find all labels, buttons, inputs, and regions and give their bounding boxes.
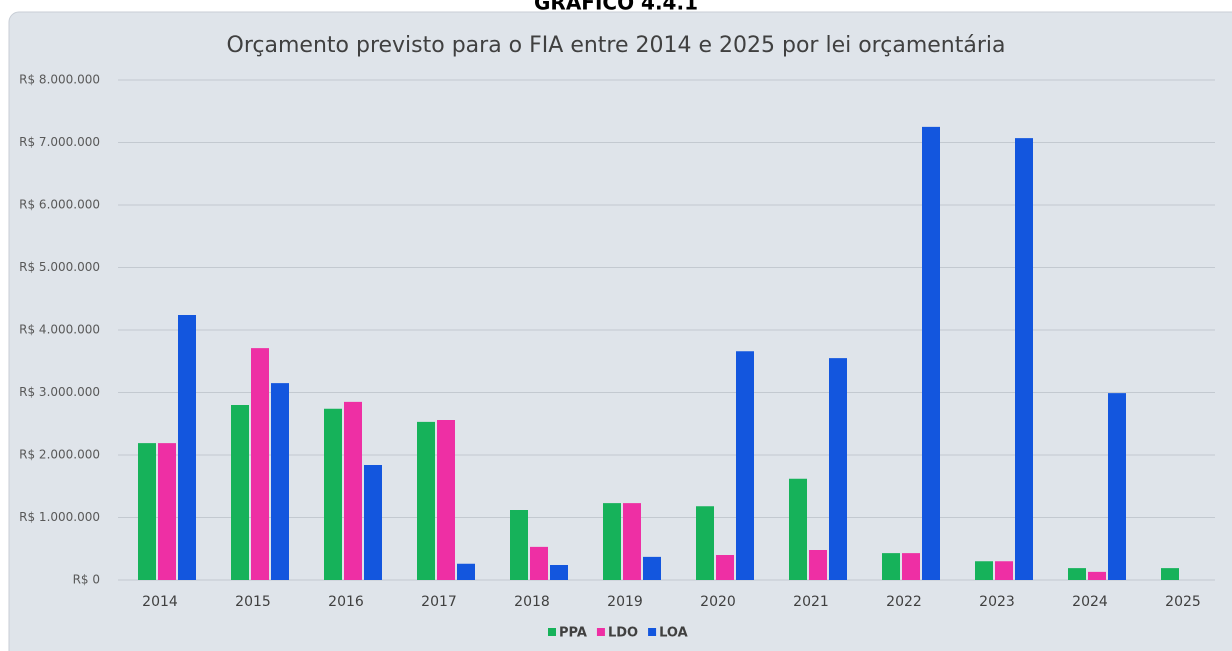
x-tick-label: 2021 <box>793 594 829 610</box>
y-tick-label: R$ 8.000.000 <box>19 73 100 87</box>
x-tick-label: 2020 <box>700 594 736 610</box>
x-tick-label: 2025 <box>1165 594 1201 610</box>
bar <box>1161 568 1179 580</box>
legend-label: LDO <box>608 626 638 641</box>
bar <box>437 420 455 580</box>
x-tick-label: 2023 <box>979 594 1015 610</box>
bar <box>789 478 807 580</box>
y-tick-label: R$ 4.000.000 <box>19 323 100 337</box>
legend-swatch <box>648 628 657 636</box>
legend-label: LOA <box>659 626 688 641</box>
bar <box>603 503 621 580</box>
bar <box>251 348 269 580</box>
bar <box>324 408 342 580</box>
x-tick-label: 2018 <box>514 594 550 610</box>
bar <box>550 565 568 580</box>
bar <box>344 401 362 580</box>
bar <box>696 506 714 580</box>
bar <box>643 556 661 580</box>
bar <box>922 126 940 580</box>
bar <box>809 550 827 580</box>
bar <box>417 421 435 580</box>
header: GRÁFICO 4.4.1 <box>534 0 698 15</box>
chart-title: Orçamento previsto para o FIA entre 2014… <box>227 33 1006 58</box>
bar <box>271 383 289 580</box>
bar <box>995 561 1013 580</box>
bar <box>530 546 548 580</box>
bar <box>975 561 993 580</box>
legend-swatch <box>548 628 556 636</box>
bar <box>902 553 920 580</box>
bar <box>623 503 641 580</box>
bar <box>882 553 900 580</box>
bar <box>364 465 382 580</box>
y-tick-label: R$ 0 <box>73 573 100 587</box>
bar <box>716 555 734 580</box>
y-tick-label: R$ 2.000.000 <box>19 448 100 462</box>
bar <box>231 405 249 580</box>
bar <box>829 358 847 580</box>
y-tick-label: R$ 6.000.000 <box>19 198 100 212</box>
bar <box>736 351 754 580</box>
legend-label: PPA <box>559 626 587 641</box>
bar <box>510 510 528 580</box>
bar <box>1088 571 1106 580</box>
bar <box>1015 138 1033 580</box>
bar <box>1068 568 1086 580</box>
y-tick-label: R$ 7.000.000 <box>19 135 100 149</box>
x-tick-label: 2022 <box>886 594 922 610</box>
x-tick-label: 2019 <box>607 594 643 610</box>
bar <box>158 443 176 580</box>
x-tick-label: 2014 <box>142 594 178 610</box>
y-tick-label: R$ 1.000.000 <box>19 510 100 524</box>
y-tick-label: R$ 5.000.000 <box>19 260 100 274</box>
x-tick-label: 2017 <box>421 594 457 610</box>
y-tick-label: R$ 3.000.000 <box>19 385 100 399</box>
bar <box>457 563 475 580</box>
bar <box>1108 393 1126 580</box>
x-tick-label: 2016 <box>328 594 364 610</box>
legend-swatch <box>596 628 605 636</box>
x-tick-label: 2024 <box>1072 594 1108 610</box>
bar <box>138 443 156 580</box>
x-tick-label: 2015 <box>235 594 271 610</box>
bar <box>178 315 196 580</box>
